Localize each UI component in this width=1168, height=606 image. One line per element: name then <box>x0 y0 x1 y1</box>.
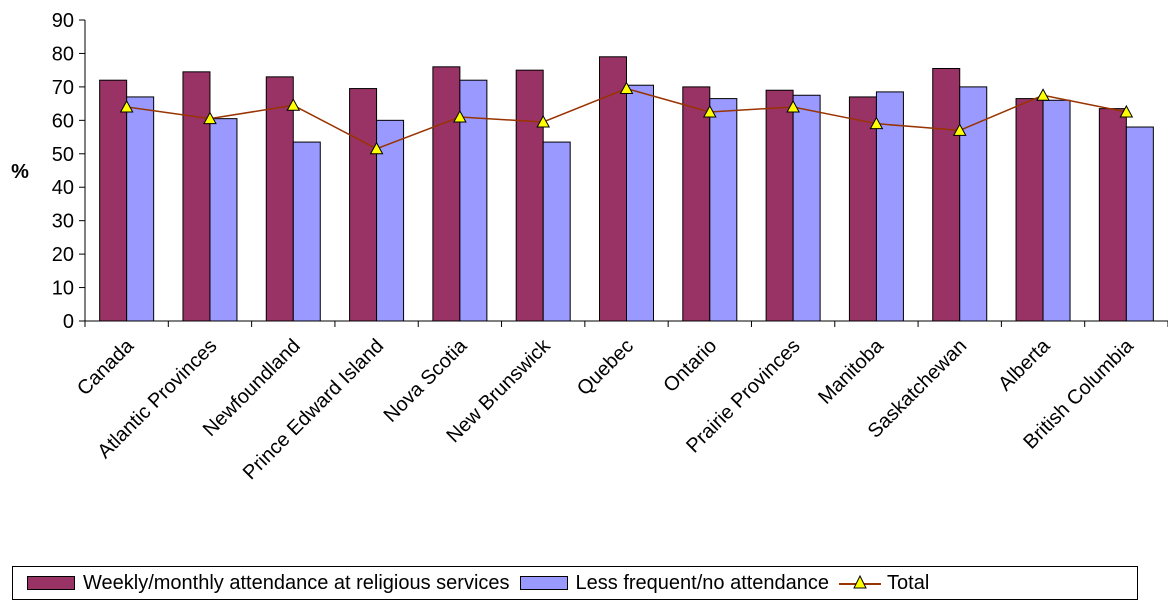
axes: 0 10 20 30 40 50 60 70 80 90% <box>11 10 1168 333</box>
x-tick-label: Prince Edward Island <box>239 335 388 484</box>
x-tick-label: Nova Scotia <box>380 334 472 426</box>
total-point-marker <box>869 116 884 130</box>
total-point-marker <box>1119 104 1134 118</box>
legend-item-total: Total <box>839 572 929 595</box>
legend-label-weekly: Weekly/monthly attendance at religious s… <box>83 571 510 594</box>
total-point-marker <box>119 99 134 113</box>
legend: Weekly/monthly attendance at religious s… <box>12 566 1138 600</box>
bar-less-frequent <box>1125 126 1154 322</box>
bar-less-frequent <box>126 96 155 322</box>
y-tick-label: 50 <box>52 144 74 166</box>
bar-less-frequent <box>292 141 321 322</box>
bar-less-frequent <box>1042 99 1071 322</box>
y-tick-label: 70 <box>52 77 74 99</box>
bar-weekly <box>432 66 461 322</box>
legend-label-total: Total <box>887 571 930 594</box>
legend-item-weekly: Weekly/monthly attendance at religious s… <box>27 572 510 595</box>
y-tick-label: 90 <box>52 10 74 32</box>
y-tick-label: 10 <box>52 278 74 300</box>
bar-weekly <box>515 69 544 322</box>
bar-weekly <box>99 79 128 322</box>
x-tick-label: Manitoba <box>814 334 888 408</box>
bar-weekly <box>182 71 211 322</box>
total-point-marker <box>453 109 467 123</box>
bar-weekly <box>599 56 627 322</box>
total-point-marker <box>203 111 217 125</box>
total-point-marker <box>702 104 717 118</box>
bar-weekly <box>1015 98 1044 322</box>
bar-weekly <box>349 88 378 322</box>
bar-less-frequent <box>959 86 988 322</box>
bar-less-frequent <box>709 98 738 322</box>
total-point-marker <box>786 99 800 113</box>
bar-weekly <box>932 67 961 322</box>
x-tick-label: Ontario <box>659 335 721 397</box>
bar-less-frequent <box>626 84 654 322</box>
bar-less-frequent <box>875 91 904 322</box>
bar-weekly <box>1098 108 1127 322</box>
y-axis-label: % <box>11 161 29 183</box>
total-point-marker <box>369 141 384 155</box>
legend-label-less-frequent: Less frequent/no attendance <box>575 571 830 594</box>
bar-weekly <box>765 89 794 322</box>
bar-weekly <box>848 96 877 322</box>
bar-less-frequent <box>209 118 238 322</box>
total-point-marker <box>286 98 301 111</box>
total-point-marker <box>619 81 634 95</box>
bar-less-frequent <box>459 79 488 322</box>
total-point-marker <box>536 114 551 128</box>
total-point-marker <box>1036 88 1050 101</box>
y-tick-label: 60 <box>52 110 74 132</box>
bar-less-frequent <box>792 94 821 322</box>
y-tick-label: 0 <box>63 311 74 333</box>
legend-item-less-frequent: Less frequent/no attendance <box>519 571 830 595</box>
legend-swatch-less-frequent <box>519 576 568 590</box>
y-tick-label: 30 <box>52 211 74 233</box>
bar-weekly <box>682 86 711 322</box>
x-tick-label: Alberta <box>994 334 1055 395</box>
legend-swatch-weekly <box>27 576 75 590</box>
y-tick-label: 80 <box>52 43 74 65</box>
bars <box>99 56 1154 322</box>
y-tick-label: 40 <box>52 177 74 199</box>
total-line <box>119 81 1134 155</box>
x-tick-label: Canada <box>73 334 139 400</box>
legend-swatch-total <box>839 573 882 593</box>
bar-weekly <box>265 76 294 322</box>
total-point-marker <box>952 123 967 136</box>
y-tick-label: 20 <box>52 244 74 266</box>
x-tick-label: Quebec <box>573 335 638 400</box>
bar-less-frequent <box>542 141 571 322</box>
